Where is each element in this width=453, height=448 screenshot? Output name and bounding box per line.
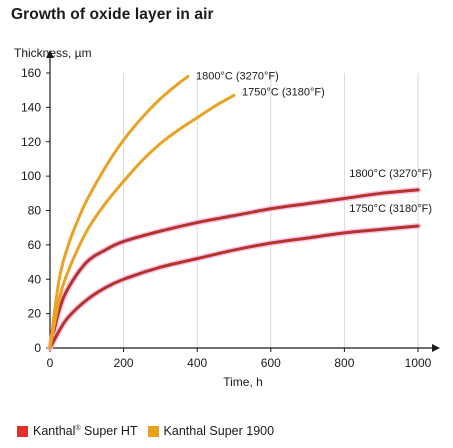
x-tick-label: 1000 [405,356,432,370]
x-tick-label: 600 [261,356,281,370]
series-label: 1750°C (3180°F) [349,203,432,215]
series-line [48,93,236,350]
y-tick-label: 140 [21,100,41,114]
x-axis-label: Time, h [223,375,263,389]
legend-label-super-1900: Kanthal Super 1900 [163,424,275,438]
series-label: 1800°C (3270°F) [349,168,432,180]
y-axis-label: Thickness, µm [14,46,92,60]
series-label: 1750°C (3180°F) [242,86,325,98]
y-tick-label: 40 [28,272,42,286]
x-tick-label: 800 [334,356,354,370]
legend-swatch-super-1900 [147,425,159,437]
y-tick-label: 100 [21,169,41,183]
x-tick-label: 200 [114,356,134,370]
series-line [48,74,190,350]
legend-item-super-ht: Kanthal® Super HT [17,424,138,438]
legend: Kanthal® Super HT Kanthal Super 1900 [17,424,284,438]
y-tick-label: 20 [28,307,42,321]
y-tick-label: 0 [34,341,41,355]
y-axis-arrow [46,50,54,58]
series-line [48,188,420,350]
y-tick-label: 60 [28,238,42,252]
oxide-growth-chart: 0 20 40 60 80 100 120 140 160 0 200 400 600 800 1000 Th… [14,46,440,389]
legend-label-super-ht: Kanthal® Super HT [33,424,138,438]
chart-title: Growth of oxide layer in air [11,6,214,23]
series-line [48,224,420,350]
x-tick-label: 0 [47,356,54,370]
y-tick-label: 80 [28,204,42,218]
y-tick-label: 160 [21,66,41,80]
legend-item-super-1900: Kanthal Super 1900 [147,424,275,438]
y-tick-label: 120 [21,135,41,149]
series-label: 1800°C (3270°F) [196,70,279,82]
legend-swatch-super-ht [17,425,28,437]
x-tick-label: 400 [187,356,207,370]
x-axis-arrow [432,344,440,352]
